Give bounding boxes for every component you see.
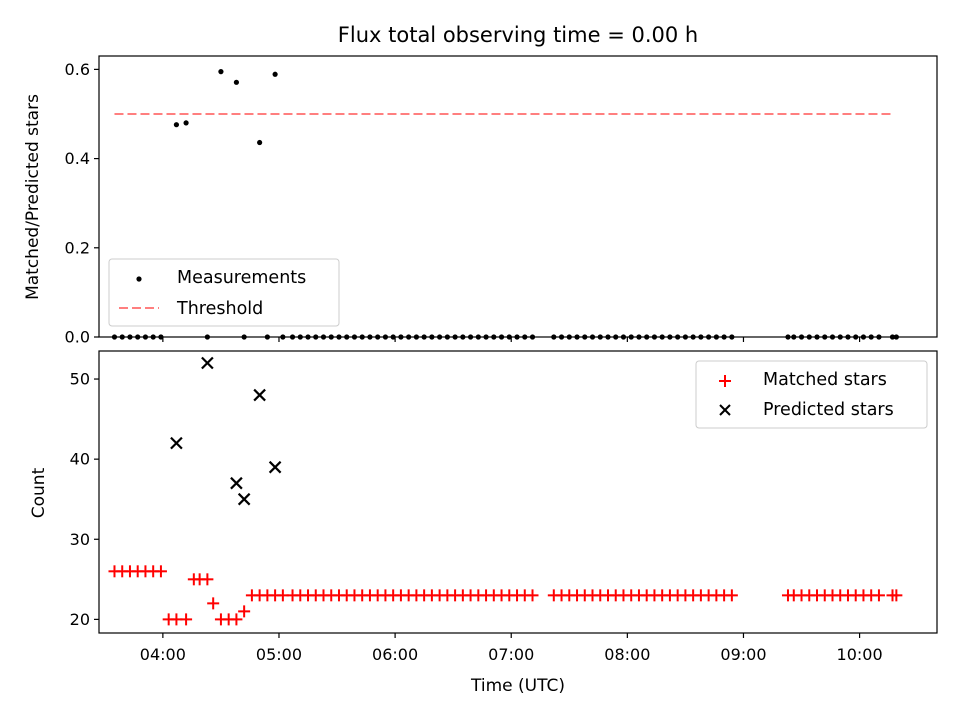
bottom-x-tick-label: 04:00 (140, 645, 186, 664)
bottom-x-tick-label: 08:00 (604, 645, 650, 664)
legend-label-measurements: Measurements (177, 268, 306, 288)
matched-point (238, 605, 251, 618)
bottom-y-tick-label: 30 (70, 530, 90, 549)
top-legend: Measurements Threshold (108, 258, 340, 327)
legend-marker-predicted (719, 404, 731, 416)
top-panel: 0.0 0.2 0.4 0.6 Matched/Predicted stars Mea… (23, 55, 938, 347)
top-y-tick-label: 0.0 (65, 328, 90, 347)
bottom-x-axis-label: Time (UTC) (470, 676, 565, 696)
bottom-legend-box (695, 360, 928, 429)
predicted-point (230, 476, 243, 490)
bottom-y-axis-label: Count (29, 467, 49, 518)
bottom-plot-marks (108, 356, 903, 626)
matched-point (180, 613, 193, 626)
measurement-point (173, 122, 180, 128)
top-axes-frame (98, 55, 938, 338)
bottom-x-axis: 04:00 05:00 06:00 07:00 08:00 09:00 10:00 (140, 633, 883, 664)
bottom-y-tick-label: 20 (70, 610, 90, 629)
predicted-point (253, 388, 266, 402)
top-y-axis-label: Matched/Predicted stars (23, 94, 43, 300)
top-y-tick-label: 0.6 (65, 60, 90, 79)
measurement-point (183, 120, 189, 126)
bottom-x-tick-label: 09:00 (720, 645, 766, 664)
measurement-point (218, 69, 224, 75)
legend-marker-measurements (136, 276, 142, 282)
bottom-x-tick-label: 05:00 (256, 645, 302, 664)
matched-point (526, 589, 539, 602)
legend-label-matched: Matched stars (763, 370, 887, 390)
measurement-point (272, 71, 278, 77)
predicted-point (237, 492, 251, 506)
bottom-y-tick-label: 40 (70, 450, 90, 469)
top-y-tick-label: 0.2 (65, 238, 90, 257)
bottom-panel: 20 30 40 50 04:00 05:00 06:00 07:00 08:00 09:00 1… (29, 350, 938, 696)
bottom-x-tick-label: 07:00 (488, 645, 534, 664)
legend-label-predicted: Predicted stars (763, 400, 894, 420)
legend-label-threshold: Threshold (176, 299, 263, 319)
matched-point (154, 565, 167, 578)
matched-point (725, 589, 738, 602)
top-legend-box (108, 258, 340, 327)
legend-marker-matched (719, 375, 731, 387)
predicted-point (170, 436, 183, 450)
matched-point (890, 589, 903, 602)
bottom-x-tick-label: 10:00 (837, 645, 883, 664)
matched-point (207, 597, 220, 610)
bottom-y-tick-label: 50 (70, 370, 90, 389)
predicted-point (268, 460, 282, 474)
bottom-y-axis: 20 30 40 50 (70, 370, 99, 629)
matched-point (230, 613, 243, 626)
bottom-legend: Matched stars Predicted stars (695, 360, 928, 429)
measurement-point (233, 79, 240, 85)
top-y-tick-label: 0.4 (65, 149, 90, 168)
matched-point (201, 573, 214, 586)
top-plot-marks (111, 69, 899, 340)
bottom-x-tick-label: 06:00 (372, 645, 418, 664)
top-x-axis (162, 337, 861, 342)
chart-title: Flux total observing time = 0.00 h (338, 23, 698, 47)
top-y-axis: 0.0 0.2 0.4 0.6 (65, 60, 99, 347)
matched-point (872, 589, 885, 602)
measurement-point (257, 139, 263, 146)
bottom-axes-frame (98, 350, 938, 634)
predicted-point (201, 356, 214, 370)
